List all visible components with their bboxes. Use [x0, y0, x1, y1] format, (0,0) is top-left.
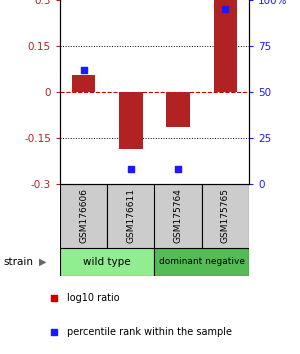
Point — [223, 6, 228, 12]
Bar — [202, 184, 249, 248]
Bar — [214, 0, 237, 92]
Point — [51, 296, 56, 301]
Text: log10 ratio: log10 ratio — [67, 293, 119, 303]
Bar — [154, 248, 249, 276]
Text: GSM175764: GSM175764 — [174, 188, 183, 244]
Bar — [154, 184, 202, 248]
Point — [51, 329, 56, 335]
Bar — [107, 184, 154, 248]
Text: GSM176611: GSM176611 — [126, 188, 135, 244]
Text: GSM175765: GSM175765 — [221, 188, 230, 244]
Bar — [119, 92, 143, 149]
Bar — [60, 248, 154, 276]
Point — [81, 67, 86, 73]
Point — [176, 166, 181, 172]
Bar — [166, 92, 190, 127]
Text: percentile rank within the sample: percentile rank within the sample — [67, 327, 232, 337]
Text: strain: strain — [3, 257, 33, 267]
Text: dominant negative: dominant negative — [159, 257, 245, 267]
Point — [128, 166, 133, 172]
Text: ▶: ▶ — [39, 257, 46, 267]
Text: GSM176606: GSM176606 — [79, 188, 88, 244]
Bar — [60, 184, 107, 248]
Bar — [72, 75, 95, 92]
Text: wild type: wild type — [83, 257, 131, 267]
